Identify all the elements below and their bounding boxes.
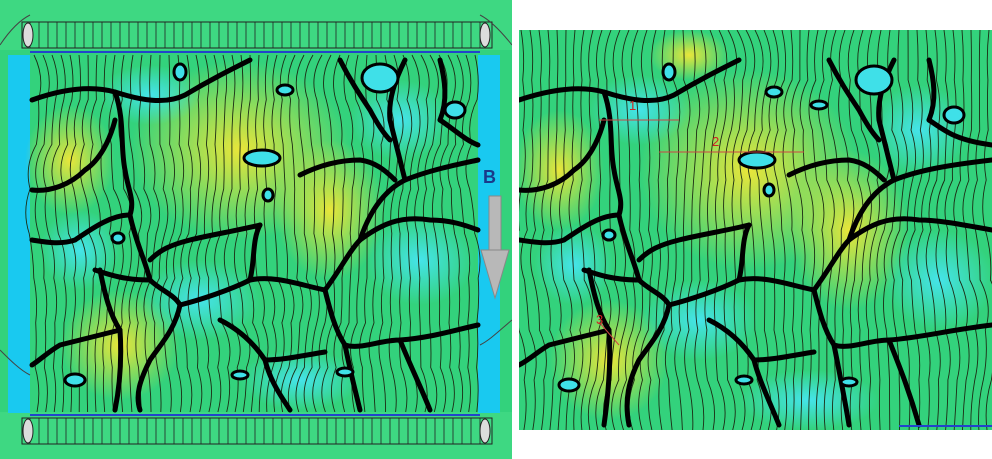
flux-line: [925, 30, 941, 430]
flux-line: [279, 54, 295, 413]
inclusions: [63, 62, 467, 388]
flux-line: [899, 30, 917, 430]
flux-line: [143, 54, 160, 413]
top-coil-end-left: [22, 22, 34, 48]
grain-boundaries: [519, 57, 992, 428]
field-direction-arrow: [480, 195, 510, 300]
flux-line: [89, 54, 107, 413]
low-field-regions: [534, 75, 992, 430]
flux-line: [196, 54, 212, 413]
marker-2-label: 2: [712, 134, 719, 149]
flux-line: [51, 54, 67, 413]
flux-line: [568, 30, 584, 430]
flux-line: [827, 30, 845, 430]
flux-line: [747, 30, 764, 430]
flux-line: [638, 30, 653, 430]
flux-line: [619, 30, 636, 430]
field-label-b: B: [483, 167, 496, 187]
flux-line: [907, 30, 924, 430]
left-pole: [8, 55, 30, 413]
flux-line: [595, 30, 612, 430]
top-coil-end-right: [479, 22, 491, 48]
flux-line: [519, 30, 527, 430]
bottom-band: [0, 412, 512, 459]
flux-line: [368, 54, 385, 413]
flux-line: [883, 30, 900, 430]
flux-line: [739, 30, 756, 430]
flux-line: [321, 54, 336, 413]
flux-line: [818, 30, 835, 430]
flux-line: [755, 30, 772, 430]
flux-line: [331, 54, 346, 413]
flux-line: [656, 30, 670, 430]
flux-line: [782, 30, 796, 430]
flux-line: [397, 54, 413, 413]
right-panel-simulation: 1 2 3: [519, 30, 992, 430]
flux-line: [233, 54, 251, 413]
left-panel-simulation: B: [0, 0, 512, 459]
flux-line: [388, 54, 404, 413]
flux-line: [60, 54, 77, 413]
flux-line: [187, 54, 203, 413]
flux-line: [405, 54, 421, 413]
flux-line: [168, 54, 185, 413]
inclusions: [557, 62, 966, 393]
flux-line: [422, 54, 439, 413]
top-band: [0, 0, 512, 50]
flux-line: [647, 30, 661, 430]
flux-line: [43, 54, 58, 413]
marker-1-label: 1: [629, 98, 636, 113]
flux-line: [684, 30, 701, 430]
flux-line: [694, 30, 710, 430]
bottom-coil-end-left: [22, 418, 34, 444]
flux-line: [25, 54, 42, 413]
flux-line: [953, 30, 970, 430]
left-flux-map: B: [0, 0, 512, 459]
flux-line: [587, 30, 603, 430]
flux-line: [350, 54, 365, 413]
flux-line: [159, 54, 177, 413]
flux-line: [962, 30, 979, 430]
flux-line: [935, 30, 951, 430]
flux-line: [69, 54, 87, 413]
flux-line: [341, 54, 356, 413]
flux-line: [791, 30, 806, 430]
flux-line: [540, 30, 557, 430]
flux-line: [99, 54, 116, 413]
flux-line: [944, 30, 961, 430]
flux-line: [414, 54, 430, 413]
flux-line: [271, 54, 286, 413]
flux-line: [126, 54, 143, 413]
flux-line: [916, 30, 932, 430]
bottom-coil-end-right: [479, 418, 491, 444]
flux-line: [799, 30, 816, 430]
right-flux-map: 1 2 3: [519, 30, 992, 430]
top-coil: [21, 21, 493, 49]
grain-boundaries: [29, 57, 481, 413]
flux-line: [135, 54, 152, 413]
flux-line: [808, 30, 825, 430]
flux-line: [704, 30, 719, 430]
flux-line: [972, 30, 989, 430]
marker-3-label: 3: [596, 312, 603, 327]
flux-line: [263, 54, 277, 413]
flux-line: [628, 30, 645, 430]
bottom-coil: [21, 417, 493, 445]
measurement-markers: 1 2 3: [596, 98, 804, 346]
coil-grids: [21, 21, 493, 445]
flux-line: [559, 30, 575, 430]
flux-line: [550, 30, 566, 430]
flux-line: [177, 54, 193, 413]
flux-line: [674, 30, 691, 430]
flux-line: [465, 54, 481, 413]
